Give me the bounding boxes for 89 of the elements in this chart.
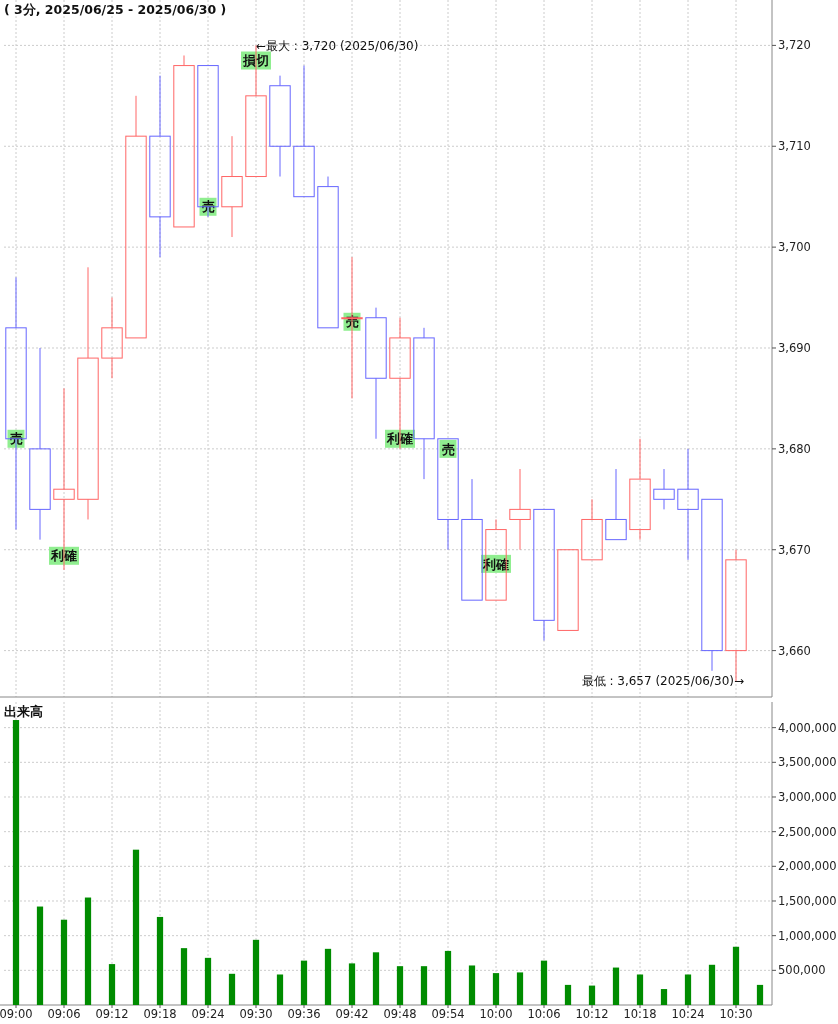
candlestick — [149, 75, 171, 258]
x-tick-label: 10:06 — [527, 1007, 561, 1021]
bar — [36, 906, 44, 1005]
y-tick-label: 3,670 — [778, 542, 811, 557]
bar — [60, 919, 68, 1005]
candlestick — [77, 266, 99, 520]
bar — [300, 960, 308, 1005]
annotation: 利確 — [482, 556, 509, 572]
x-tick-label: 09:48 — [383, 1007, 417, 1021]
x-tick-label: 09:36 — [287, 1007, 321, 1021]
bar — [588, 985, 596, 1005]
y-tick-label: 3,690 — [778, 341, 811, 356]
y-tick-label: 2,000,000 — [778, 859, 837, 874]
y-tick-label: 3,680 — [778, 441, 811, 456]
bar — [420, 966, 428, 1005]
chart-title: ( 3分, 2025/06/25 - 2025/06/30 ) — [4, 2, 227, 17]
bar — [636, 974, 644, 1005]
bar — [660, 989, 668, 1005]
bar — [396, 966, 404, 1005]
candlestick — [101, 297, 123, 379]
candlestick — [677, 448, 699, 561]
bar — [276, 974, 284, 1005]
candlestick — [221, 135, 243, 238]
y-tick-label: 3,720 — [778, 38, 811, 53]
annotation: 損切 — [242, 53, 269, 69]
x-tick-label: 09:06 — [47, 1007, 81, 1021]
chart-title: 出来高 — [4, 704, 43, 719]
x-tick-label: 09:54 — [431, 1007, 465, 1021]
y-tick-label: 2,500,000 — [778, 824, 837, 839]
y-tick-label: 3,000,000 — [778, 790, 837, 805]
candlestick — [509, 468, 531, 551]
y-tick-label: 4,000,000 — [778, 720, 837, 735]
y-tick-label: 500,000 — [778, 963, 826, 978]
y-tick-label: 3,500,000 — [778, 755, 837, 770]
annotation: 売 — [201, 199, 215, 215]
annotation: 売 — [345, 314, 359, 330]
annotation: ←最大 : 3,720 (2025/06/30) — [256, 38, 419, 53]
bar — [732, 946, 740, 1005]
y-tick-label: 1,500,000 — [778, 894, 837, 909]
candlestick — [365, 307, 387, 440]
bar — [516, 972, 524, 1005]
bar — [444, 950, 452, 1005]
bar — [12, 720, 20, 1005]
candlestick — [269, 75, 291, 178]
bar — [156, 916, 164, 1005]
x-tick-label: 10:24 — [671, 1007, 705, 1021]
x-tick-label: 09:42 — [335, 1007, 369, 1021]
x-tick-label: 09:24 — [191, 1007, 225, 1021]
candlestick — [629, 438, 651, 541]
x-tick-label: 10:00 — [479, 1007, 513, 1021]
candlestick — [653, 468, 675, 510]
bar — [132, 849, 140, 1005]
y-tick-label: 3,710 — [778, 139, 811, 154]
annotation: 売 — [9, 431, 23, 447]
candlestick — [389, 317, 411, 450]
annotation: 最低 : 3,657 (2025/06/30)→ — [581, 674, 744, 689]
y-tick-label: 3,700 — [778, 240, 811, 255]
annotation: 売 — [441, 441, 455, 457]
bar — [204, 957, 212, 1005]
annotation: 利確 — [50, 548, 77, 564]
x-tick-label: 09:00 — [0, 1007, 33, 1021]
candlestick — [413, 327, 435, 480]
x-tick-label: 09:30 — [239, 1007, 273, 1021]
bar — [372, 952, 380, 1005]
bar — [324, 948, 332, 1005]
bar — [84, 897, 92, 1005]
annotation: 利確 — [386, 431, 413, 447]
x-tick-label: 10:18 — [623, 1007, 657, 1021]
bar — [348, 963, 356, 1005]
y-tick-label: 1,000,000 — [778, 928, 837, 943]
bar — [228, 973, 236, 1005]
bar — [540, 960, 548, 1005]
candlestick — [29, 347, 51, 541]
bar — [180, 948, 188, 1005]
bar — [564, 984, 572, 1005]
x-tick-label: 09:12 — [95, 1007, 129, 1021]
bar — [612, 967, 620, 1005]
x-tick-label: 10:12 — [575, 1007, 609, 1021]
bar — [756, 984, 764, 1005]
bar — [468, 965, 476, 1005]
bar — [252, 939, 260, 1005]
x-tick-label: 09:18 — [143, 1007, 177, 1021]
y-tick-label: 3,660 — [778, 643, 811, 658]
x-tick-label: 10:30 — [719, 1007, 753, 1021]
bar — [708, 964, 716, 1005]
bar — [108, 964, 116, 1005]
candlestick — [53, 387, 75, 571]
bar — [492, 973, 500, 1005]
bar — [684, 974, 692, 1005]
